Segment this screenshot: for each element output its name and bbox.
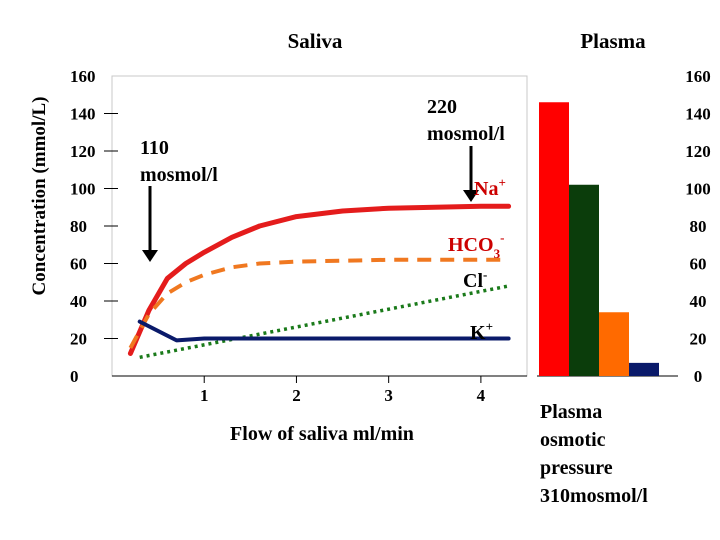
annotation-220-unit: mosmol/l [427,123,505,145]
plasma-note-1: Plasma [540,401,602,423]
y-tick-label-right: 140 [685,105,711,124]
y-tick-label-right: 160 [685,67,711,86]
x-tick-label: 4 [477,386,486,405]
series-line-hco3 [128,257,509,349]
label-na: Na+ [474,175,506,200]
x-ticks: 1 2 3 4 [200,376,486,405]
annotation-110: 110 [140,137,169,159]
y-tick-label-right: 20 [690,330,707,349]
series-group [127,203,512,360]
plasma-note-3: pressure [540,457,613,479]
x-tick-label: 3 [384,386,393,405]
y-ticks-left: 0 20 40 60 80 100 120 140 160 [70,67,118,386]
series-line-k [137,319,511,343]
y-tick-label-left: 120 [70,142,96,161]
annotation-110-unit: mosmol/l [140,164,218,186]
series-line-cl [139,284,509,360]
y-tick-label-right: 100 [685,180,711,199]
bar-k [629,362,659,376]
y-ticks-right: 0 20 40 60 80 100 120 140 160 [685,67,711,386]
annotation-220: 220 [427,96,457,118]
y-tick-label-right: 80 [690,217,707,236]
y-axis-label: Concentration (mmol/L) [29,97,50,296]
arrow-220-head [463,190,479,202]
bar-na [539,102,569,376]
x-tick-label: 2 [292,386,301,405]
saliva-chart: 0 20 40 60 80 100 120 140 160 1 2 3 4 Saliva Flow o… [29,29,528,445]
y-tick-label-left: 80 [70,217,87,236]
plasma-note-2: osmotic [540,429,606,451]
y-tick-label-left: 20 [70,330,87,349]
y-tick-label-right: 120 [685,142,711,161]
y-tick-label-left: 60 [70,255,87,274]
label-cl: Cl- [463,267,487,292]
saliva-title: Saliva [288,29,343,53]
x-axis-label: Flow of saliva ml/min [230,423,414,445]
y-tick-label-right: 0 [694,367,703,386]
plasma-title: Plasma [580,29,646,53]
arrow-110-head [142,250,158,262]
label-k: K+ [470,319,493,344]
bar-hco3 [599,312,629,376]
bar-cl [569,184,599,376]
y-tick-label-left: 140 [70,105,96,124]
y-tick-label-right: 60 [690,255,707,274]
y-tick-label-right: 40 [690,292,707,311]
plasma-chart: Plasma 0 20 40 60 80 100 120 140 160 Plasma osmo… [537,29,711,507]
y-tick-label-left: 100 [70,180,96,199]
plot-frame [111,75,528,377]
y-tick-label-left: 0 [70,367,79,386]
series-line-na [127,203,512,356]
plasma-note-4: 310mosmol/l [540,485,648,507]
y-tick-label-left: 160 [70,67,96,86]
bars-group [539,102,659,376]
label-hco3: HCO3- [448,230,504,261]
y-tick-label-left: 40 [70,292,87,311]
x-tick-label: 1 [200,386,209,405]
